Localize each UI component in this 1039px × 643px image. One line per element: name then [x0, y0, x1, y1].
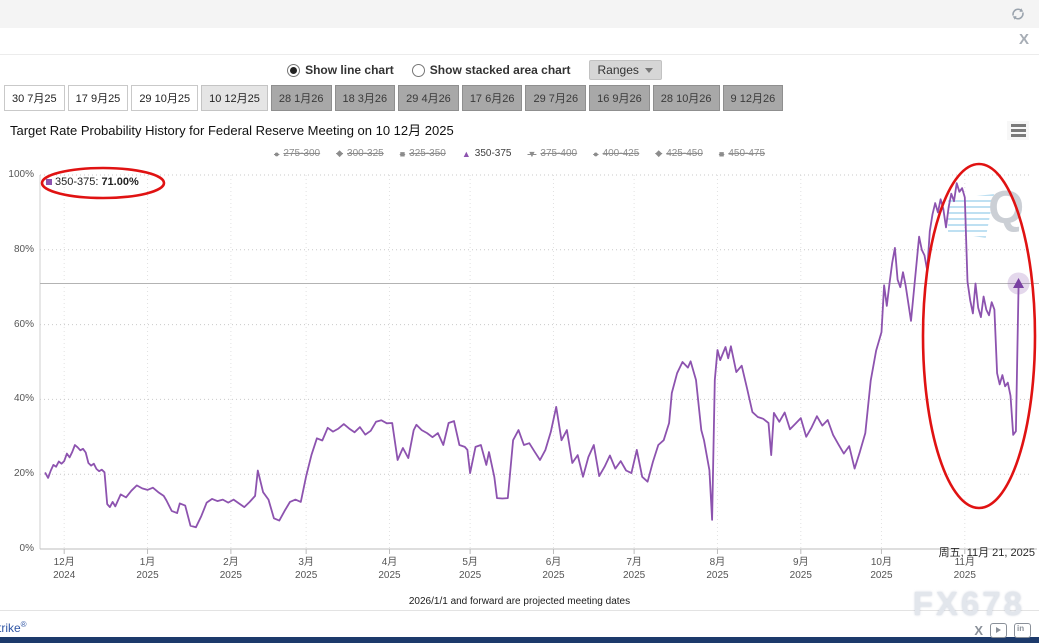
y-axis-label: 100% [8, 169, 34, 180]
triangle-up-marker-icon: ▲ [461, 148, 471, 159]
x-axis-label: 6月 2025 [542, 557, 565, 581]
meeting-tab[interactable]: 29 10月25 [131, 85, 199, 111]
partial-link[interactable]: trike® [0, 620, 27, 635]
series-line-350-375 [44, 182, 1020, 529]
chart-canvas[interactable] [0, 160, 1039, 610]
radio-unselected-icon[interactable] [411, 63, 425, 77]
radio-selected-icon[interactable] [287, 63, 301, 77]
x-axis-label: 1月 2025 [136, 557, 159, 581]
meeting-tab[interactable]: 28 10月26 [652, 85, 720, 111]
y-axis-label: 0% [19, 543, 34, 554]
legend-item[interactable]: ■ 325-350 [400, 148, 446, 159]
x-axis-label: 12月 2024 [53, 557, 76, 581]
legend-item[interactable]: ■ 450-475 [719, 148, 765, 159]
legend-label: 425-450 [666, 148, 703, 159]
legend-label: 275-300 [283, 148, 321, 159]
header-row [0, 28, 1039, 55]
triangle-up-marker[interactable] [1013, 277, 1025, 288]
radio-show-stacked-area-chart[interactable]: Show stacked area chart [411, 63, 571, 77]
x-axis-label: 10月 2025 [870, 557, 893, 581]
meeting-tab[interactable]: 10 12月25 [201, 85, 268, 111]
meeting-tab[interactable]: 29 7月26 [525, 85, 587, 111]
legend-item[interactable]: ● 400-425 [593, 148, 639, 159]
meeting-tab[interactable]: 28 1月26 [270, 85, 332, 111]
meeting-tab[interactable]: 18 3月26 [334, 85, 396, 111]
radio-show-line-chart[interactable]: Show line chart [287, 63, 394, 77]
q-logo-watermark: Q [948, 181, 1024, 242]
diamond-marker-icon: ◆ [655, 148, 663, 158]
y-axis-label: 60% [13, 318, 34, 330]
triangle-down-marker-icon: ▼ [527, 148, 537, 159]
chart-footnote: 2026/1/1 and forward are projected meeti… [408, 596, 631, 607]
x-axis-label: 3月 2025 [295, 557, 318, 581]
series-tooltip: 350-375: 71.00% [46, 176, 139, 188]
legend-label: 375-400 [540, 148, 578, 159]
x-axis-label: 5月 2025 [459, 557, 482, 581]
linkedin-icon[interactable]: in [1014, 623, 1031, 638]
series-bullet-icon [46, 179, 52, 185]
x-axis-label: 7月 2025 [622, 557, 646, 581]
play-icon[interactable] [990, 623, 1007, 638]
tooltip-label: 350-375: [55, 176, 99, 188]
chart-legend: ● 275-300 ◆ 300-325 ■ 325-350 ▲ 350-375 ▼ 375-400… [0, 148, 1039, 159]
tooltip-value: 71.00% [101, 176, 139, 188]
refresh-icon[interactable] [1009, 5, 1027, 23]
meeting-tab[interactable]: 17 9月25 [67, 85, 129, 111]
x-axis-label: 9月 2025 [789, 557, 812, 581]
circle-marker-icon: ● [273, 148, 280, 159]
legend-item[interactable]: ▲ 350-375 [462, 148, 512, 159]
close-icon[interactable]: X [1018, 31, 1029, 48]
x-axis-label: 8月 2025 [706, 557, 729, 581]
legend-label: 450-475 [728, 148, 766, 159]
y-axis-label: 40% [13, 393, 34, 405]
footer-divider [0, 610, 1039, 611]
meeting-tab[interactable]: 17 6月26 [461, 85, 523, 111]
meeting-tabs: 30 7月25 17 9月25 29 10月25 10 12月25 28 1月26 18 … [4, 85, 784, 111]
legend-label: 350-375 [474, 148, 512, 159]
legend-label: 325-350 [409, 148, 446, 159]
chart-menu-icon[interactable] [1007, 121, 1029, 140]
y-axis-label: 20% [13, 468, 34, 480]
x-icon[interactable]: X [974, 623, 983, 638]
legend-item[interactable]: ▼ 375-400 [528, 148, 578, 159]
radio-area-label: Show stacked area chart [429, 63, 571, 77]
meeting-tab[interactable]: 29 4月26 [398, 85, 459, 111]
legend-label: 300-325 [347, 148, 384, 159]
ranges-dropdown[interactable]: Ranges [588, 60, 662, 80]
bottom-navy-bar [0, 637, 1039, 643]
date-tooltip: 周五, 11月 21, 2025 [938, 547, 1035, 559]
x-axis-label: 11月 2025 [953, 557, 976, 581]
probability-chart[interactable]: Q 350-375: 71.00% 周五, 11月 21, 2025 0% 20%… [0, 160, 1039, 610]
red-circle-tooltip [40, 166, 166, 200]
chevron-down-icon [644, 67, 653, 73]
legend-item[interactable]: ◆ 425-450 [655, 148, 703, 159]
q-logo-stripes [948, 194, 994, 238]
x-axis-label: 4月 2025 [378, 557, 401, 581]
radio-line-label: Show line chart [305, 63, 394, 77]
social-icons: X in [974, 623, 1031, 638]
chart-type-controls: Show line chart Show stacked area chart … [0, 60, 994, 80]
diamond-marker-icon: ◆ [336, 148, 344, 158]
meeting-tab[interactable]: 30 7月25 [4, 85, 65, 111]
meeting-tab[interactable]: 16 9月26 [589, 85, 650, 111]
circle-marker-icon: ● [593, 148, 599, 159]
fx678-watermark: FX678 [912, 585, 1025, 622]
ranges-label: Ranges [597, 63, 639, 77]
top-toolbar [0, 0, 1039, 28]
square-marker-icon: ■ [718, 148, 725, 159]
legend-item[interactable]: ● 275-300 [274, 148, 320, 159]
legend-label: 400-425 [602, 148, 640, 159]
red-circle-recent-drop [921, 162, 1037, 510]
y-axis-label: 80% [13, 243, 34, 255]
q-letter: Q [988, 181, 1024, 233]
legend-item[interactable]: ◆ 300-325 [336, 148, 384, 159]
x-axis-label: 2月 2025 [219, 557, 242, 581]
meeting-tab[interactable]: 9 12月26 [722, 85, 784, 111]
chart-title: Target Rate Probability History for Fede… [10, 123, 454, 138]
square-marker-icon: ■ [399, 148, 406, 159]
